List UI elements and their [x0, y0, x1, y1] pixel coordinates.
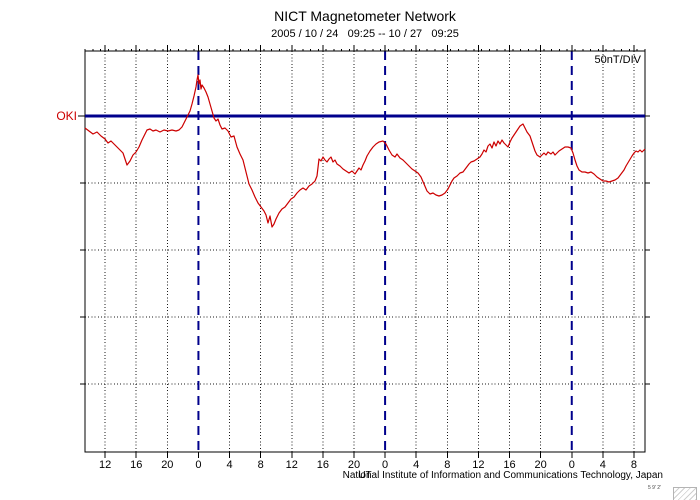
fine-print-stamp: 5 9' 2' 5u2 ▪ [648, 476, 661, 500]
x-tick-label: 8 [631, 459, 637, 471]
x-tick-label: 16 [130, 459, 142, 471]
x-tick-label: 12 [472, 459, 484, 471]
x-tick-label: 0 [569, 459, 575, 471]
x-tick-label: 8 [444, 459, 450, 471]
fine-print-line1: 5 9' 2' [648, 485, 662, 491]
x-tick-label: 20 [348, 459, 360, 471]
x-tick-label: 16 [503, 459, 515, 471]
x-tick-label: 0 [195, 459, 201, 471]
magnetometer-trace [84, 74, 646, 228]
x-axis-unit-label: UT [358, 470, 372, 481]
x-tick-label: 16 [317, 459, 329, 471]
x-tick-label: 20 [161, 459, 173, 471]
x-tick-label: 4 [600, 459, 606, 471]
x-tick-label: 12 [99, 459, 111, 471]
x-tick-label: 20 [535, 459, 547, 471]
page-title: NICT Magnetometer Network [274, 8, 456, 24]
plot-frame [84, 50, 646, 453]
x-tick-label: 4 [226, 459, 232, 471]
station-label-oki: OKI [56, 109, 77, 123]
scale-label: 50nT/DIV [594, 54, 641, 66]
x-tick-label: 12 [286, 459, 298, 471]
x-tick-label: 0 [382, 459, 388, 471]
x-tick-label: 8 [258, 459, 264, 471]
broken-image-icon [673, 487, 697, 500]
date-range-subtitle: 2005 / 10 / 24 09:25 -- 10 / 27 09:25 [271, 28, 459, 40]
institute-credit: National Institute of Information and Co… [342, 470, 663, 481]
x-tick-label: 4 [413, 459, 419, 471]
